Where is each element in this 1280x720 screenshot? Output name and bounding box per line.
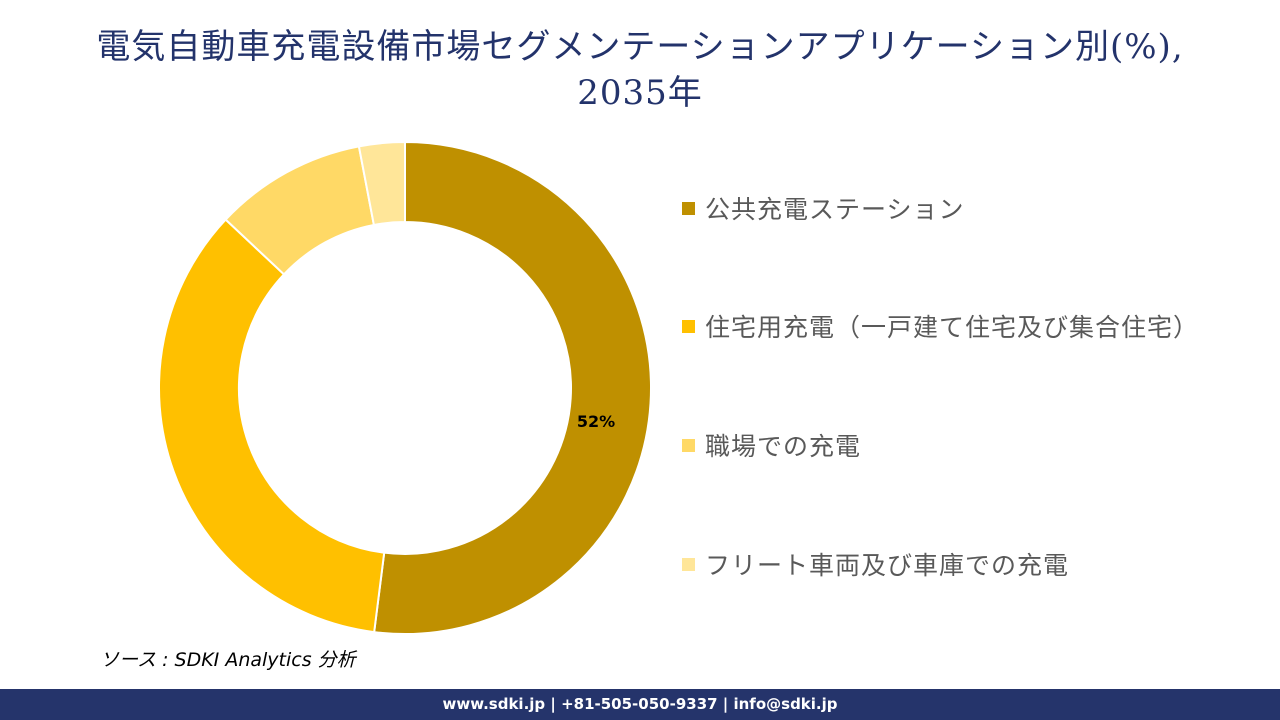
donut-segment-fleet-depot-charging bbox=[357, 140, 406, 227]
donut-segments bbox=[158, 140, 652, 635]
donut-segment-public-charging bbox=[373, 140, 652, 635]
legend-swatch-icon bbox=[682, 201, 695, 215]
source-note: ソース : SDKI Analytics 分析 bbox=[100, 649, 356, 671]
footer-bar: www.sdki.jp | +81-505-050-9337 | info@sd… bbox=[0, 689, 1280, 720]
donut-segment-residential-charging bbox=[158, 218, 386, 634]
legend-swatch-icon bbox=[682, 557, 695, 571]
chart-title-line2: 2035年 bbox=[577, 73, 703, 113]
chart-title: 電気自動車充電設備市場セグメンテーションアプリケーション別(%), 2035年 bbox=[0, 24, 1280, 116]
data-label-public-charging: 52% bbox=[577, 412, 615, 431]
chart-title-line1: 電気自動車充電設備市場セグメンテーションアプリケーション別(%), bbox=[96, 27, 1184, 67]
footer-contact: www.sdki.jp | +81-505-050-9337 | info@sd… bbox=[442, 695, 838, 713]
legend-item-fleet-depot-charging: フリート車両及び車庫での充電 bbox=[682, 546, 1069, 582]
legend-swatch-icon bbox=[682, 319, 695, 333]
legend-label: フリート車両及び車庫での充電 bbox=[705, 551, 1070, 580]
legend-label: 公共充電ステーション bbox=[705, 195, 965, 224]
legend-label: 住宅用充電（一戸建て住宅及び集合住宅） bbox=[705, 313, 1200, 342]
legend-item-public-charging: 公共充電ステーション bbox=[682, 190, 965, 226]
legend-item-residential-charging: 住宅用充電（一戸建て住宅及び集合住宅） bbox=[682, 308, 1199, 344]
legend-item-workplace-charging: 職場での充電 bbox=[682, 427, 861, 463]
legend-label: 職場での充電 bbox=[705, 432, 862, 461]
legend-swatch-icon bbox=[682, 438, 695, 452]
